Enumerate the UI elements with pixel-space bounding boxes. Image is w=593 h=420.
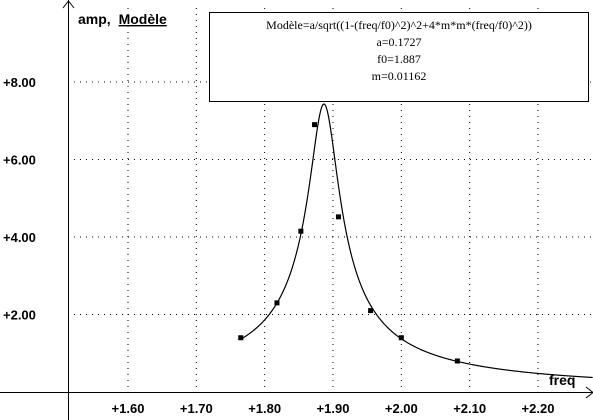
- x-tick-labels: +1.60 +1.70 +1.80 +1.90 +2.00 +2.10 +2.20: [112, 401, 555, 416]
- x-tick-label: +2.20: [522, 401, 555, 416]
- model-param-m: m=0.01162: [371, 69, 427, 83]
- y-axis-label: amp, Modèle: [78, 11, 167, 27]
- x-axis-label: freq: [549, 372, 575, 388]
- x-tick-label: +1.80: [248, 401, 281, 416]
- x-axis-arrow: [585, 386, 593, 399]
- data-point: [298, 228, 304, 234]
- y-axis-arrow: [62, 0, 75, 9]
- x-tick-label: +1.60: [112, 401, 145, 416]
- model-param-f0: f0=1.887: [377, 52, 421, 66]
- data-point: [454, 358, 460, 364]
- model-param-a: a=0.1727: [376, 35, 422, 49]
- data-point: [312, 122, 318, 128]
- data-point: [335, 214, 341, 220]
- x-tick-label: +1.90: [317, 401, 350, 416]
- model-curve: [240, 103, 593, 379]
- y-tick-labels: +2.00 +4.00 +6.00 +8.00: [3, 75, 36, 323]
- model-legend: Modèle=a/sqrt((1-(freq/f0)^2)^2+4*m*m*(f…: [209, 12, 589, 102]
- y-tick-label: +2.00: [3, 308, 36, 323]
- y-tick-label: +6.00: [3, 153, 36, 168]
- data-point: [368, 308, 374, 314]
- x-tick-label: +1.70: [180, 401, 213, 416]
- model-formula: Modèle=a/sqrt((1-(freq/f0)^2)^2+4*m*m*(f…: [266, 18, 532, 32]
- y-tick-label: +8.00: [3, 75, 36, 90]
- data-point: [274, 300, 280, 306]
- y-tick-label: +4.00: [3, 230, 36, 245]
- data-point: [238, 335, 244, 341]
- grid-lines: [68, 8, 593, 392]
- data-point: [398, 335, 404, 341]
- x-tick-label: +2.00: [385, 401, 418, 416]
- x-tick-label: +2.10: [453, 401, 486, 416]
- data-points: [238, 122, 460, 364]
